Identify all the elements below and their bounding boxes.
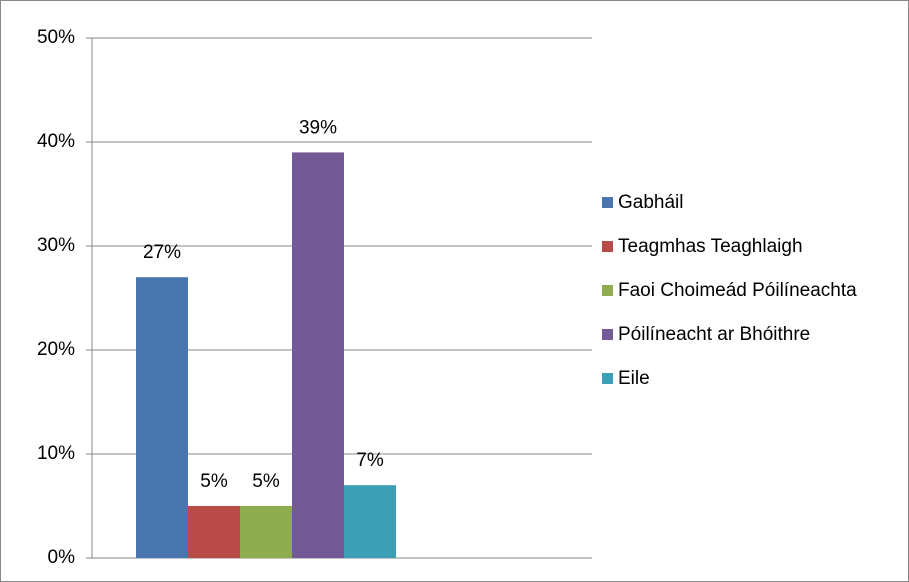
- y-tick-label: 50%: [37, 27, 75, 48]
- legend-swatch: [602, 329, 613, 340]
- y-tick-label: 40%: [37, 131, 75, 152]
- legend-label: Faoi Choimeád Póilíneachta: [618, 280, 857, 301]
- legend-label: Eile: [618, 368, 650, 389]
- legend-swatch: [602, 285, 613, 296]
- legend: Gabháil Teagmhas Teaghlaigh Faoi Choimeád …: [602, 181, 902, 401]
- legend-entry: Faoi Choimeád Póilíneachta: [602, 269, 902, 313]
- data-label: 27%: [143, 242, 181, 263]
- legend-swatch: [602, 197, 613, 208]
- bar: [344, 485, 396, 558]
- y-tick-label: 30%: [37, 235, 75, 256]
- legend-entry: Gabháil: [602, 181, 902, 225]
- legend-label: Gabháil: [618, 192, 684, 213]
- legend-entry: Póilíneacht ar Bhóithre: [602, 313, 902, 357]
- data-label: 5%: [200, 471, 228, 492]
- legend-entry: Teagmhas Teaghlaigh: [602, 225, 902, 269]
- data-label: 39%: [299, 117, 337, 138]
- legend-entry: Eile: [602, 357, 902, 401]
- bar: [292, 152, 344, 558]
- bar: [188, 506, 240, 558]
- y-tick-label: 0%: [48, 547, 76, 568]
- y-tick-label: 20%: [37, 339, 75, 360]
- legend-swatch: [602, 241, 613, 252]
- bar: [240, 506, 292, 558]
- y-tick-label: 10%: [37, 443, 75, 464]
- legend-swatch: [602, 373, 613, 384]
- legend-label: Teagmhas Teaghlaigh: [618, 236, 803, 257]
- data-label: 7%: [356, 450, 384, 471]
- bar: [136, 277, 188, 558]
- legend-label: Póilíneacht ar Bhóithre: [618, 324, 811, 345]
- data-label: 5%: [252, 471, 280, 492]
